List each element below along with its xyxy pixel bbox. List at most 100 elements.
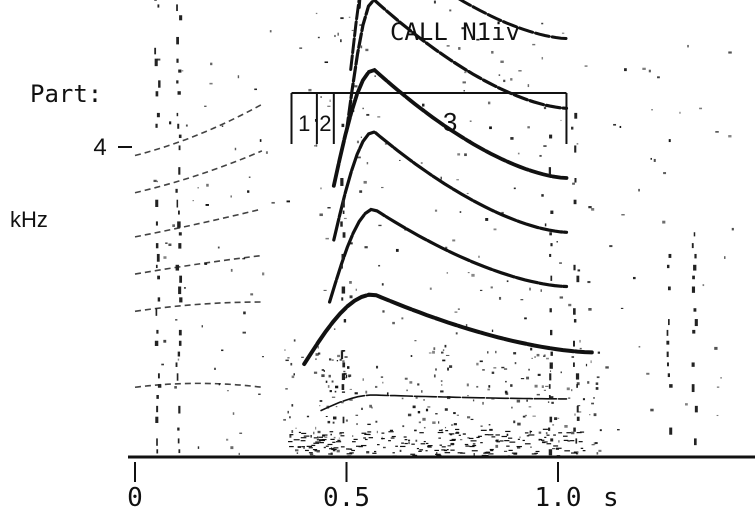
speckle: [314, 145, 316, 147]
speckle: [597, 351, 601, 354]
baseline-band: [308, 452, 313, 454]
baseline-band: [322, 434, 328, 436]
baseline-band: [376, 444, 380, 446]
baseline-band: [356, 445, 361, 447]
noise-column-1: [176, 80, 179, 84]
noise-column-5: [668, 253, 672, 258]
baseline-band: [316, 439, 323, 441]
speckle: [436, 452, 438, 455]
speckle: [442, 359, 446, 362]
speckle: [501, 366, 505, 369]
speckle: [409, 381, 413, 384]
baseline-band: [364, 438, 368, 441]
baseline-band: [392, 452, 395, 454]
noise-column-2: [341, 384, 345, 390]
speckle: [161, 363, 164, 366]
speckle: [476, 362, 479, 366]
speckle: [638, 345, 641, 348]
baseline-band: [419, 449, 424, 451]
baseline-band: [339, 432, 345, 434]
speckle: [432, 350, 435, 354]
speckle: [382, 381, 384, 384]
noise-column-6: [694, 405, 698, 413]
speckle: [247, 190, 250, 193]
speckle: [357, 156, 361, 159]
noise-column-3: [549, 232, 552, 236]
speckle: [335, 406, 338, 408]
speckle: [408, 441, 410, 445]
baseline-band: [471, 450, 478, 452]
noise-column-1: [178, 329, 182, 336]
speckle: [317, 345, 319, 349]
speckle: [327, 420, 331, 424]
speckle: [561, 32, 565, 34]
speckle: [463, 89, 465, 92]
speckle: [514, 362, 517, 365]
speckle: [543, 389, 547, 391]
speckle: [262, 272, 265, 276]
speckle: [462, 81, 466, 84]
noise-column-6: [693, 308, 697, 312]
noise-column-1: [177, 438, 180, 444]
speckle: [345, 419, 348, 422]
noise-column-0: [158, 80, 161, 88]
speckle: [716, 386, 720, 388]
baseline-band: [446, 449, 449, 451]
speckle: [446, 272, 449, 274]
speckle: [285, 359, 289, 362]
baseline-band: [400, 445, 406, 448]
baseline-band: [451, 438, 456, 441]
speckle: [441, 384, 443, 386]
speckle: [418, 421, 422, 424]
noise-column-6: [691, 286, 696, 293]
baseline-band: [444, 452, 451, 454]
speckle: [315, 358, 317, 361]
speckle: [557, 417, 560, 419]
speckle: [323, 446, 326, 449]
baseline-band: [319, 439, 325, 442]
noise-column-2: [342, 362, 346, 368]
speckle: [340, 350, 345, 352]
baseline-band: [495, 440, 499, 442]
noise-column-1: [179, 15, 183, 21]
speckle: [335, 385, 339, 389]
speckle: [347, 366, 350, 369]
speckle: [367, 423, 371, 426]
noise-column-6: [691, 384, 695, 393]
noise-column-6: [691, 362, 695, 367]
baseline-band: [457, 452, 463, 454]
speckle: [511, 406, 513, 409]
baseline-band: [381, 432, 385, 434]
speckle: [459, 211, 462, 213]
speckle: [306, 415, 310, 418]
speckle: [348, 376, 350, 378]
baseline-band: [313, 437, 319, 439]
speckle: [258, 393, 261, 395]
speckle: [271, 201, 275, 204]
speckle: [504, 390, 508, 394]
speckle: [589, 414, 591, 416]
baseline-band: [293, 439, 300, 441]
speckle: [552, 448, 556, 450]
speckle: [534, 356, 536, 358]
speckle: [230, 195, 232, 198]
speckle: [624, 68, 627, 72]
speckle: [326, 405, 330, 409]
speckle: [421, 390, 423, 393]
speckle: [201, 325, 203, 328]
noise-column-3: [548, 167, 552, 175]
speckle: [336, 449, 340, 453]
baseline-band: [450, 449, 455, 451]
baseline-band: [570, 440, 575, 442]
speckle: [352, 435, 354, 437]
noise-column-3: [548, 449, 553, 456]
speckle: [495, 444, 499, 448]
baseline-band: [458, 434, 461, 436]
noise-column-0: [157, 384, 162, 388]
baseline-band: [308, 447, 313, 449]
speckle: [334, 34, 336, 38]
speckle: [679, 111, 681, 114]
noise-column-5: [666, 351, 669, 358]
baseline-band: [425, 442, 429, 445]
baseline-band: [480, 429, 487, 431]
